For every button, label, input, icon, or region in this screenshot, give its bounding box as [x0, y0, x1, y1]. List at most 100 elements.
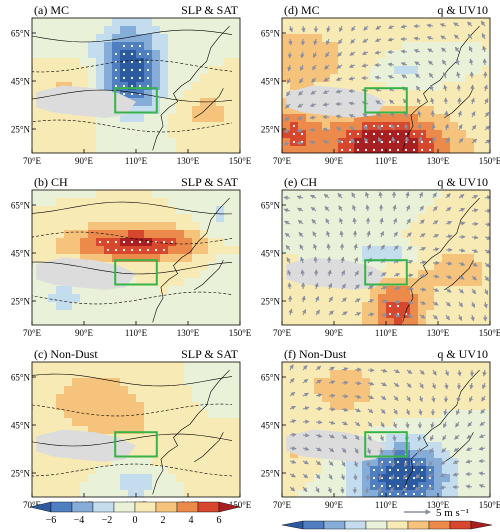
shading-cell — [128, 386, 137, 395]
wind-vector — [484, 125, 490, 131]
shading-cell — [362, 58, 371, 67]
wind-vector — [380, 382, 388, 387]
shading-cell — [434, 198, 443, 207]
shading-cell — [466, 206, 475, 215]
shading-cell — [354, 490, 363, 497]
wind-vector — [289, 432, 297, 437]
shading-cell — [410, 278, 419, 287]
shading-cell — [160, 286, 169, 295]
shading-cell — [48, 490, 57, 497]
shading-cell — [346, 34, 355, 43]
shading-cell — [346, 66, 355, 75]
colorbar-tick-label: −6 — [46, 515, 57, 526]
wind-vector — [323, 193, 330, 199]
shading-cell — [48, 302, 57, 311]
shading-cell — [56, 146, 65, 153]
shading-cell — [346, 58, 355, 67]
wind-vector — [432, 206, 438, 212]
shading-cell — [458, 254, 467, 263]
shading-cell — [216, 370, 225, 379]
shading-cell — [184, 458, 193, 467]
shading-cell — [354, 246, 363, 255]
shading-cell — [450, 402, 459, 411]
significance-dot — [428, 476, 432, 480]
shading-cell — [426, 66, 435, 75]
shading-cell — [96, 310, 105, 319]
shading-cell — [152, 190, 161, 199]
shading-cell — [474, 26, 483, 35]
shading-cell — [482, 222, 490, 231]
shading-cell — [40, 302, 49, 311]
shading-cell — [168, 302, 177, 311]
shading-cell — [232, 98, 240, 107]
shading-cell — [152, 294, 161, 303]
shading-cell — [394, 190, 403, 199]
shading-cell — [72, 474, 81, 483]
shading-cell — [306, 42, 315, 51]
shading-cell — [64, 410, 73, 419]
shading-cell — [306, 378, 315, 387]
shading-cell — [410, 302, 419, 311]
shading-cell — [88, 318, 97, 325]
shading-cell — [80, 82, 89, 91]
shading-cell — [120, 146, 129, 153]
shading-cell — [128, 106, 137, 115]
shading-cell — [184, 34, 193, 43]
shading-cell — [104, 82, 113, 91]
shading-cell — [330, 42, 339, 51]
shading-cell — [370, 206, 379, 215]
shading-cell — [466, 146, 475, 153]
shading-cell — [410, 230, 419, 239]
shading-cell — [96, 474, 105, 483]
wind-vector — [300, 51, 305, 59]
wind-vector — [363, 25, 369, 31]
wind-vector — [453, 34, 460, 40]
significance-dot — [364, 132, 368, 136]
shading-cell — [442, 286, 451, 295]
shading-cell — [168, 490, 177, 497]
shading-cell — [160, 474, 169, 483]
significance-dot — [122, 76, 126, 80]
shading-cell — [112, 190, 121, 199]
shading-cell — [298, 318, 307, 325]
panel-field-title: q & UV10 — [437, 347, 488, 361]
shading-cell — [208, 418, 217, 427]
wind-vector — [466, 434, 473, 439]
shading-cell — [208, 230, 217, 239]
significance-dot — [372, 140, 376, 144]
shading-cell — [282, 114, 291, 123]
shading-cell — [354, 34, 363, 43]
wind-vector — [302, 308, 307, 316]
shading-cell — [200, 130, 209, 139]
shading-cell — [362, 254, 371, 263]
shading-cell — [128, 138, 137, 147]
shading-cell — [176, 458, 185, 467]
shading-cell — [176, 42, 185, 51]
shading-cell — [208, 270, 217, 279]
shading-cell — [192, 310, 201, 319]
shading-cell — [474, 50, 483, 59]
shading-cell — [104, 122, 113, 131]
shading-cell — [96, 222, 105, 231]
shading-cell — [330, 122, 339, 131]
shading-cell — [402, 302, 411, 311]
shading-cell — [458, 114, 467, 123]
shading-cell — [192, 474, 201, 483]
shading-cell — [80, 206, 89, 215]
shading-cell — [482, 50, 490, 59]
shading-cell — [482, 206, 490, 215]
shading-cell — [136, 450, 145, 459]
shading-cell — [224, 190, 233, 199]
shading-cell — [136, 302, 145, 311]
region-box — [364, 259, 408, 286]
shading-cell — [442, 450, 451, 459]
shading-cell — [192, 490, 201, 497]
colorbar-swatch — [365, 520, 388, 530]
shading-cell — [128, 262, 137, 271]
shading-cell — [72, 230, 81, 239]
shading-cell — [474, 310, 483, 319]
shading-cell — [216, 114, 225, 123]
shading-cell — [192, 262, 201, 271]
shading-cell — [72, 114, 81, 123]
significance-dot — [356, 148, 360, 152]
